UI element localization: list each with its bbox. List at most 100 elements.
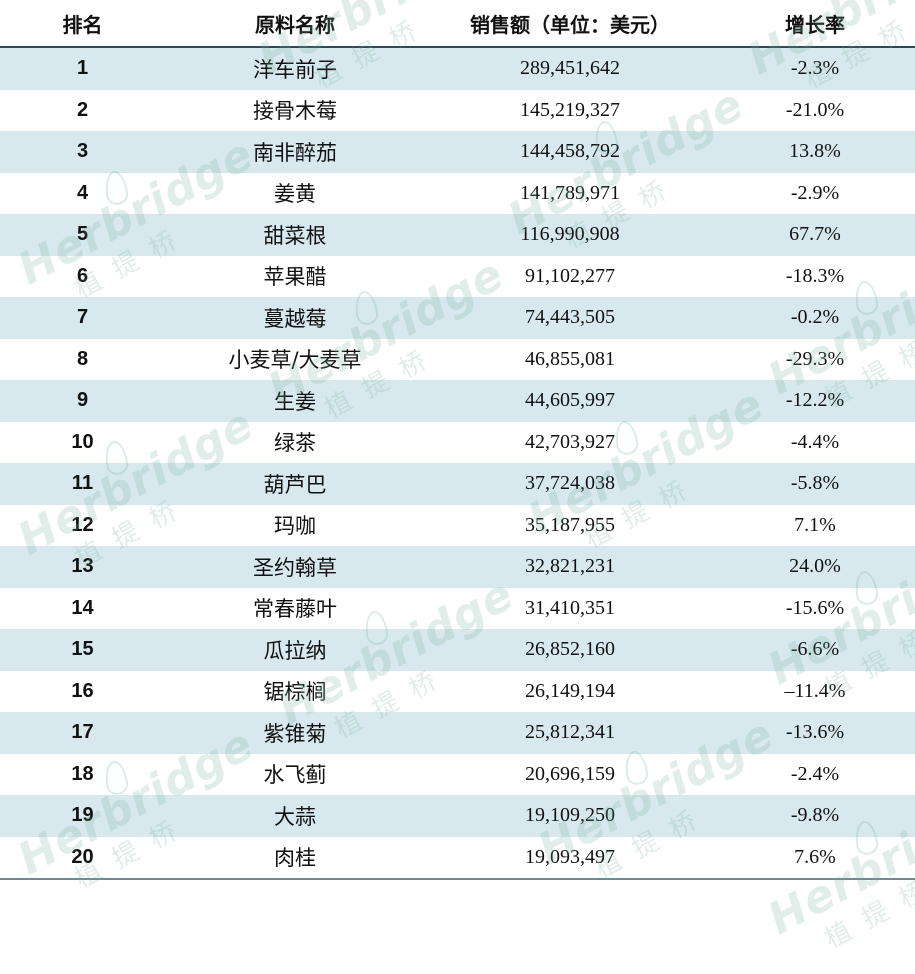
ingredient-name-cell: 蔓越莓: [263, 306, 327, 331]
sales-cell: 26,852,160: [525, 638, 615, 661]
growth-rate-cell: 7.6%: [794, 845, 836, 868]
sales-cell: 74,443,505: [525, 306, 615, 329]
rank-cell: 8: [76, 347, 89, 370]
header-name: 原料名称: [255, 12, 335, 37]
rank-cell: 3: [76, 140, 89, 163]
rank-cell: 20: [71, 845, 94, 868]
table-header: 排名 原料名称 销售额（单位：美元） 增长率: [0, 0, 915, 48]
rank-cell: 1: [76, 57, 89, 80]
rank-cell: 6: [76, 264, 89, 287]
ingredient-name-cell: 玛咖: [274, 514, 316, 539]
sales-cell: 44,605,997: [525, 389, 615, 412]
sales-cell: 20,696,159: [525, 762, 615, 785]
sales-cell: 19,109,250: [525, 804, 615, 827]
ingredient-name-cell: 接骨木莓: [253, 99, 337, 124]
ingredient-name-cell: 绿茶: [274, 431, 316, 456]
ingredient-name-cell: 葫芦巴: [263, 472, 327, 497]
sales-cell: 46,855,081: [525, 347, 615, 370]
ingredient-name-cell: 南非醉茄: [253, 140, 337, 165]
table-row: 4 姜黄 141,789,971 -2.9%: [0, 172, 915, 214]
table-row: 1 洋车前子 289,451,642 -2.3%: [0, 48, 915, 90]
sales-cell: 37,724,038: [525, 472, 615, 495]
rank-cell: 7: [76, 306, 89, 329]
table-row: 11 葫芦巴 37,724,038 -5.8%: [0, 463, 915, 505]
ingredient-name-cell: 小麦草/大麦草: [228, 348, 362, 373]
growth-rate-cell: -15.6%: [785, 596, 845, 619]
rank-cell: 2: [76, 98, 89, 121]
growth-rate-cell: -9.8%: [790, 804, 840, 827]
sales-cell: 289,451,642: [520, 57, 620, 80]
rank-cell: 19: [71, 804, 94, 827]
ingredient-name-cell: 肉桂: [274, 846, 316, 871]
table-row: 18 水飞蓟 20,696,159 -2.4%: [0, 753, 915, 795]
rank-cell: 17: [71, 721, 94, 744]
table-row: 19 大蒜 19,109,250 -9.8%: [0, 795, 915, 837]
growth-rate-cell: 13.8%: [789, 140, 841, 163]
rank-cell: 4: [76, 181, 89, 204]
table-row: 14 常春藤叶 31,410,351 -15.6%: [0, 587, 915, 629]
sales-cell: 35,187,955: [525, 513, 615, 536]
header-rank: 排名: [62, 12, 103, 37]
rank-cell: 14: [71, 596, 94, 619]
rank-cell: 16: [71, 679, 94, 702]
rank-cell: 11: [71, 472, 94, 495]
table-row: 8 小麦草/大麦草 46,855,081 -29.3%: [0, 338, 915, 380]
table-row: 6 苹果醋 91,102,277 -18.3%: [0, 255, 915, 297]
sales-cell: 32,821,231: [525, 555, 615, 578]
sales-cell: 19,093,497: [525, 845, 615, 868]
rank-cell: 15: [71, 638, 94, 661]
growth-rate-cell: -2.3%: [790, 57, 840, 80]
table-row: 10 绿茶 42,703,927 -4.4%: [0, 421, 915, 463]
ingredient-name-cell: 生姜: [274, 389, 316, 414]
rank-cell: 10: [71, 430, 94, 453]
rank-cell: 5: [76, 223, 89, 246]
ingredient-name-cell: 圣约翰草: [253, 555, 337, 580]
growth-rate-cell: -12.2%: [785, 389, 845, 412]
table-row: 20 肉桂 19,093,497 7.6%: [0, 836, 915, 878]
growth-rate-cell: -13.6%: [785, 721, 845, 744]
ingredient-name-cell: 锯棕榈: [263, 680, 327, 705]
rank-cell: 18: [71, 762, 94, 785]
table-row: 16 锯棕榈 26,149,194 –11.4%: [0, 670, 915, 712]
growth-rate-cell: -21.0%: [785, 98, 845, 121]
table-body: 1 洋车前子 289,451,642 -2.3% 2 接骨木莓 145,219,327 -21…: [0, 48, 915, 878]
ingredient-name-cell: 洋车前子: [253, 57, 337, 82]
rank-cell: 9: [76, 389, 89, 412]
table-row: 9 生姜 44,605,997 -12.2%: [0, 380, 915, 422]
table-row: 12 玛咖 35,187,955 7.1%: [0, 504, 915, 546]
ingredient-name-cell: 常春藤叶: [253, 597, 337, 622]
growth-rate-cell: -0.2%: [790, 306, 840, 329]
table-row: 17 紫锥菊 25,812,341 -13.6%: [0, 712, 915, 754]
growth-rate-cell: 7.1%: [794, 513, 836, 536]
growth-rate-cell: 67.7%: [789, 223, 841, 246]
table-row: 3 南非醉茄 144,458,792 13.8%: [0, 131, 915, 173]
growth-rate-cell: 24.0%: [789, 555, 841, 578]
sales-cell: 141,789,971: [520, 181, 620, 204]
table-row: 13 圣约翰草 32,821,231 24.0%: [0, 546, 915, 588]
table-bottom-rule: [0, 878, 915, 880]
table-row: 7 蔓越莓 74,443,505 -0.2%: [0, 297, 915, 339]
table-row: 5 甜菜根 116,990,908 67.7%: [0, 214, 915, 256]
sales-cell: 42,703,927: [525, 430, 615, 453]
sales-cell: 25,812,341: [525, 721, 615, 744]
growth-rate-cell: -2.4%: [790, 762, 840, 785]
ingredient-name-cell: 紫锥菊: [263, 721, 327, 746]
table-row: 15 瓜拉纳 26,852,160 -6.6%: [0, 629, 915, 671]
table-row: 2 接骨木莓 145,219,327 -21.0%: [0, 89, 915, 131]
ingredient-name-cell: 大蒜: [274, 804, 316, 829]
growth-rate-cell: -4.4%: [790, 430, 840, 453]
ingredient-name-cell: 甜菜根: [263, 223, 327, 248]
header-growth: 增长率: [785, 12, 845, 37]
ingredient-name-cell: 瓜拉纳: [263, 638, 327, 663]
growth-rate-cell: -18.3%: [785, 264, 845, 287]
sales-cell: 31,410,351: [525, 596, 615, 619]
sales-cell: 26,149,194: [525, 679, 615, 702]
growth-rate-cell: –11.4%: [784, 679, 846, 702]
sales-cell: 145,219,327: [520, 98, 620, 121]
growth-rate-cell: -2.9%: [790, 181, 840, 204]
ingredient-name-cell: 苹果醋: [263, 265, 327, 290]
growth-rate-cell: -6.6%: [790, 638, 840, 661]
sales-cell: 144,458,792: [520, 140, 620, 163]
sales-cell: 116,990,908: [520, 223, 620, 246]
